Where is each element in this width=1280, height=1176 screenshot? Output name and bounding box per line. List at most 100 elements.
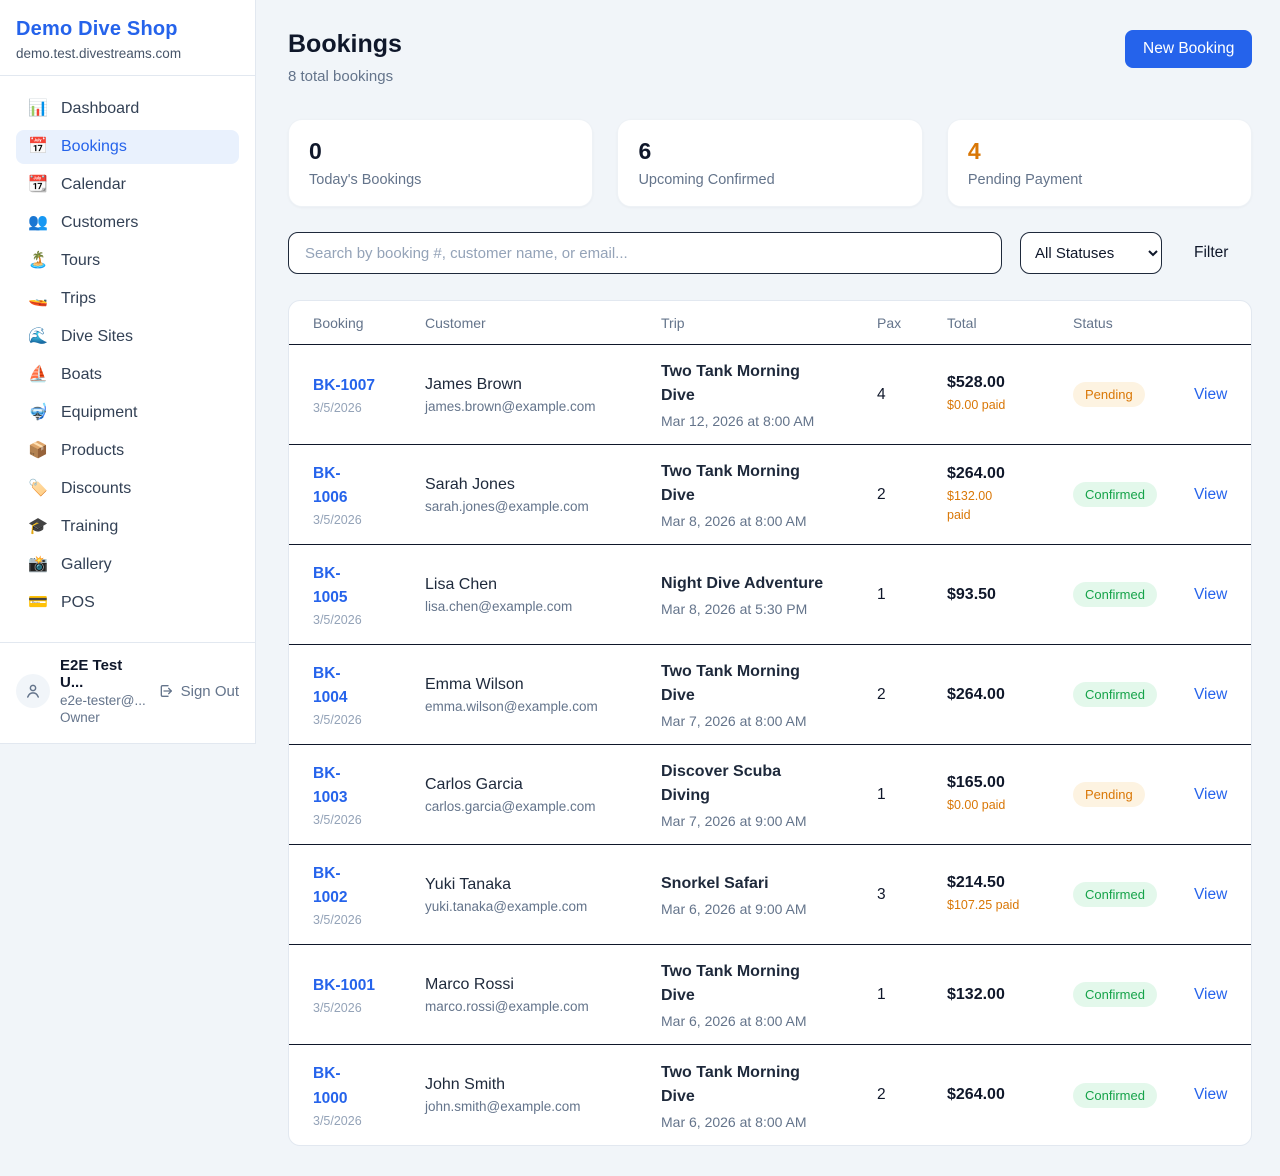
sidebar-item-calendar[interactable]: 📆 Calendar <box>16 168 239 202</box>
booking-link[interactable]: BK- 1000 <box>313 1065 348 1107</box>
products-icon: 📦 <box>28 442 48 459</box>
booking-link[interactable]: BK- 1003 <box>313 764 348 806</box>
search-input[interactable] <box>288 232 1002 274</box>
sign-out-icon <box>160 685 172 697</box>
booking-link[interactable]: BK-1001 <box>313 976 376 994</box>
trip-name: Night Dive Adventure <box>661 575 824 592</box>
sign-out-button[interactable]: Sign Out <box>158 683 239 700</box>
training-icon: 🎓 <box>28 518 48 535</box>
sidebar-item-dashboard[interactable]: 📊 Dashboard <box>16 92 239 126</box>
total-amount: $264.00 <box>947 685 1005 703</box>
sidebar-item-equipment[interactable]: 🤿 Equipment <box>16 396 239 430</box>
trip-name: Two Tank Morning Dive <box>661 363 800 404</box>
total-amount: $528.00 <box>947 374 1005 392</box>
brand-name[interactable]: Demo Dive Shop <box>16 18 178 40</box>
trip-name: Discover Scuba Diving <box>661 763 782 804</box>
customer-name: John Smith <box>425 1076 506 1093</box>
status-badge: Confirmed <box>1073 682 1157 707</box>
view-link[interactable]: View <box>1194 985 1228 1003</box>
view-link[interactable]: View <box>1194 885 1228 903</box>
pax-count: 1 <box>877 985 886 1003</box>
booking-link[interactable]: BK- 1006 <box>313 464 348 506</box>
view-link[interactable]: View <box>1194 385 1228 403</box>
view-link[interactable]: View <box>1194 685 1228 703</box>
status-select[interactable]: All Statuses <box>1020 232 1162 274</box>
stat-card-pending-payment: 4 Pending Payment <box>946 119 1253 207</box>
customer-name: Lisa Chen <box>425 575 498 593</box>
user-role: Owner <box>60 710 100 725</box>
status-badge: Confirmed <box>1073 982 1157 1007</box>
pax-count: 2 <box>877 685 886 703</box>
booking-link[interactable]: BK-1007 <box>313 376 376 394</box>
trip-datetime: Mar 8, 2026 at 8:00 AM <box>661 513 807 529</box>
stat-value: 0 <box>309 138 322 164</box>
total-amount: $165.00 <box>947 774 1005 792</box>
table-body: BK-1007 3/5/2026 James Brown james.brown… <box>289 345 1252 1145</box>
trip-datetime: Mar 6, 2026 at 9:00 AM <box>661 901 807 917</box>
sidebar-item-pos[interactable]: 💳 POS <box>16 586 239 620</box>
filter-button[interactable]: Filter <box>1180 238 1242 268</box>
pax-count: 2 <box>877 485 886 503</box>
customer-email: carlos.garcia@example.com <box>425 798 596 814</box>
sidebar-item-gallery[interactable]: 📸 Gallery <box>16 548 239 582</box>
sidebar-item-label: Bookings <box>61 138 127 155</box>
stats-row: 0 Today's Bookings 6 Upcoming Confirmed … <box>288 119 1253 207</box>
total-amount: $93.50 <box>947 585 996 603</box>
sidebar-item-discounts[interactable]: 🏷️ Discounts <box>16 472 239 506</box>
equipment-icon: 🤿 <box>28 404 48 421</box>
customer-name: Marco Rossi <box>425 975 514 993</box>
user-email: e2e-tester@... <box>60 693 146 708</box>
pax-count: 1 <box>877 585 886 603</box>
total-amount: $214.50 <box>947 874 1005 892</box>
user-section: E2E Test U... e2e-tester@... Owner Sign … <box>0 642 255 743</box>
booking-link[interactable]: BK- 1004 <box>313 664 348 706</box>
view-link[interactable]: View <box>1194 585 1228 603</box>
booking-date: 3/5/2026 <box>313 913 362 928</box>
new-booking-button[interactable]: New Booking <box>1125 30 1253 68</box>
boats-icon: ⛵ <box>28 366 48 383</box>
sidebar-item-trips[interactable]: 🚤 Trips <box>16 282 239 316</box>
total-amount: $132.00 <box>947 985 1005 1003</box>
sidebar-nav: 📊 Dashboard 📅 Bookings 📆 Calendar 👥 Cust… <box>0 76 255 642</box>
booking-date: 3/5/2026 <box>313 513 362 528</box>
sidebar-item-label: POS <box>61 594 95 611</box>
sidebar-item-boats[interactable]: ⛵ Boats <box>16 358 239 392</box>
stat-value: 4 <box>967 138 981 164</box>
brand-domain: demo.test.divestreams.com <box>16 46 182 61</box>
sidebar: Demo Dive Shop demo.test.divestreams.com… <box>0 0 256 744</box>
sidebar-item-tours[interactable]: 🏝️ Tours <box>16 244 239 278</box>
customer-email: yuki.tanaka@example.com <box>425 898 588 914</box>
trip-name: Snorkel Safari <box>661 875 769 892</box>
pax-count: 4 <box>877 385 886 403</box>
sidebar-item-label: Customers <box>61 214 139 231</box>
trips-icon: 🚤 <box>28 290 48 307</box>
view-link[interactable]: View <box>1194 485 1228 503</box>
sidebar-item-label: Calendar <box>61 176 126 193</box>
sidebar-item-customers[interactable]: 👥 Customers <box>16 206 239 240</box>
sidebar-item-label: Boats <box>61 366 102 383</box>
sidebar-item-label: Trips <box>61 290 96 307</box>
sidebar-item-label: Equipment <box>61 404 138 421</box>
booking-date: 3/5/2026 <box>313 713 362 728</box>
table-row: BK-1007 3/5/2026 James Brown james.brown… <box>289 345 1252 445</box>
discounts-icon: 🏷️ <box>28 480 48 497</box>
table-row: BK-1001 3/5/2026 Marco Rossi marco.rossi… <box>289 945 1252 1045</box>
view-link[interactable]: View <box>1194 785 1228 803</box>
booking-link[interactable]: BK- 1002 <box>313 864 348 906</box>
sidebar-item-training[interactable]: 🎓 Training <box>16 510 239 544</box>
booking-link[interactable]: BK- 1005 <box>313 564 348 606</box>
customer-name: Yuki Tanaka <box>425 875 511 893</box>
table-row: BK- 1005 3/5/2026 Lisa Chen lisa.chen@ex… <box>289 545 1252 645</box>
stat-label: Pending Payment <box>967 172 1083 188</box>
status-badge: Confirmed <box>1073 1082 1157 1108</box>
view-link[interactable]: View <box>1194 1086 1228 1103</box>
booking-date: 3/5/2026 <box>313 813 362 828</box>
customer-name: Sarah Jones <box>425 475 515 493</box>
paid-amount: $132.00 paid <box>947 488 993 522</box>
sidebar-item-dive-sites[interactable]: 🌊 Dive Sites <box>16 320 239 354</box>
sidebar-item-products[interactable]: 📦 Products <box>16 434 239 468</box>
customers-icon: 👥 <box>28 214 48 231</box>
sidebar-item-bookings[interactable]: 📅 Bookings <box>16 130 239 164</box>
table-row: BK- 1002 3/5/2026 Yuki Tanaka yuki.tanak… <box>289 845 1252 945</box>
